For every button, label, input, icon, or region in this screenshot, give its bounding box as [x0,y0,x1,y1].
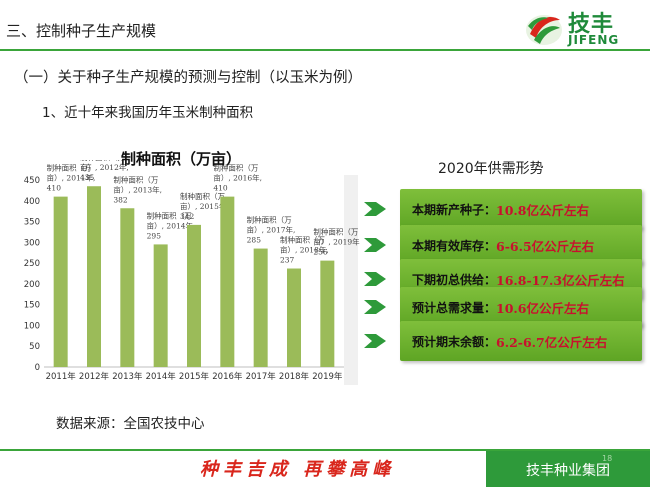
data-label-value: 295 [147,231,162,240]
chevron-right-icon [364,300,386,314]
supply-item-label: 下期初总供给： [412,272,497,287]
supply-item-label: 预计期末余额： [412,334,497,349]
chart-title: 制种面积（万亩） [121,150,242,168]
chart-bar [287,268,301,367]
chart-bar [153,244,168,367]
data-label: 亩）, 2018年, [280,245,329,255]
chart-bar [220,196,235,367]
data-label: 制种面积（万 [247,215,292,225]
page-number: 18 [602,454,613,463]
data-label: 亩）, 2011年, [47,173,96,183]
data-label-value: 285 [247,236,262,245]
footer: 种丰吉成 再攀高峰 技丰种业集团 18 [0,449,650,487]
footer-company-band: 技丰种业集团 18 [486,451,650,487]
data-label: 制种面积（万 [147,210,192,220]
chevron-right-icon [364,202,386,216]
y-tick-label: 50 [29,342,40,352]
x-tick-label: 2017年 [246,371,277,382]
y-tick-label: 150 [24,301,40,311]
x-tick-label: 2012年 [79,371,110,382]
subsection-title: 1、近十年来我国历年玉米制种面积 [42,105,254,121]
footer-company-name: 技丰种业集团 [526,463,610,479]
x-tick-label: 2018年 [279,371,310,382]
supply-item-value: 6-6.5亿公斤左右 [496,238,595,254]
data-label: 制种面积（万 [313,227,358,237]
y-tick-label: 400 [24,197,40,207]
chart-bar [320,260,335,367]
chart-bar [87,186,101,367]
footer-slogan: 种丰吉成 再攀高峰 [200,459,396,480]
supply-item-box: 预计总需求量： 10.6亿公斤左右 [400,287,642,327]
data-label: 制种面积（万 [47,163,92,173]
data-label: 亩）, 2017年, [247,225,296,235]
data-label: 制种面积（万 [180,191,225,201]
x-tick-label: 2019年 [312,371,343,382]
chevron-right-icon [364,334,386,348]
supply-item-box: 本期有效库存： 6-6.5亿公斤左右 [400,225,642,265]
chart-bar [253,248,268,367]
bar-chart: 0501001502002503003504004502011年制种面积（万亩）… [24,160,360,382]
data-label: 制种面积（万 [80,160,125,162]
company-logo: 技丰 JIFENG [524,6,644,50]
chart-bar [53,196,68,367]
supply-item-label: 预计总需求量： [412,300,497,315]
data-label-value: 382 [113,195,128,204]
supply-item-box: 本期新产种子： 10.8亿公斤左右 [400,189,642,229]
data-label: 亩）, 2012年, [80,162,129,172]
x-tick-label: 2013年 [112,371,143,382]
supply-item-value: 16.8-17.3亿公斤左右 [496,272,625,288]
x-tick-label: 2015年 [179,371,210,382]
data-label: 制种面积（万 [213,163,258,173]
data-label-value: 256 [313,248,328,257]
x-tick-label: 2016年 [212,371,243,382]
x-tick-label: 2011年 [46,371,77,382]
supply-item-box: 预计期末余额： 6.2-6.7亿公斤左右 [400,321,642,361]
logo-text: 技丰 [568,12,615,37]
y-tick-label: 0 [35,363,40,373]
y-tick-label: 250 [24,259,40,269]
header-divider [0,49,650,51]
header-title: 三、控制种子生产规模 [6,22,157,40]
supply-demand-title: 2020年供需形势 [438,161,544,177]
chevron-right-icon [364,272,386,286]
data-label-value: 410 [213,184,228,193]
data-label: 亩）, 2019年, [313,237,360,247]
data-label-value: 237 [280,256,295,265]
x-tick-label: 2014年 [146,371,177,382]
chart-bar [120,208,135,367]
data-label: 亩）, 2016年, [213,173,262,183]
supply-item-label: 本期新产种子： [412,202,497,217]
data-label: 亩）, 2013年, [113,184,162,194]
data-label: 亩）, 2015年, [180,201,229,211]
data-label: 制种面积（万 [113,174,158,184]
chevron-right-icon [364,238,386,252]
y-tick-label: 350 [24,218,40,228]
supply-item-value: 10.6亿公斤左右 [496,300,589,316]
data-source-note: 数据来源：全国农技中心 [56,416,205,432]
chart-side-panel [344,175,358,385]
supply-item-label: 本期有效库存： [412,238,497,253]
data-label: 制种面积（万 [280,235,325,245]
data-label-value: 435 [80,173,95,182]
data-label-value: 342 [180,212,195,221]
supply-item-value: 10.8亿公斤左右 [496,202,589,218]
supply-item-value: 6.2-6.7亿公斤左右 [496,334,608,350]
data-label: 亩）, 2014年, [147,220,196,230]
y-tick-label: 450 [24,176,40,186]
logo-text-en: JIFENG [568,33,620,47]
y-tick-label: 200 [24,280,40,290]
data-label-value: 410 [47,184,62,193]
wheat-logo-icon [526,15,562,45]
y-tick-label: 300 [24,238,40,248]
section-title: （一）关于种子生产规模的预测与控制（以玉米为例） [14,70,362,86]
chart-bar [187,224,201,367]
y-tick-label: 100 [24,321,40,331]
footer-divider [0,449,650,451]
